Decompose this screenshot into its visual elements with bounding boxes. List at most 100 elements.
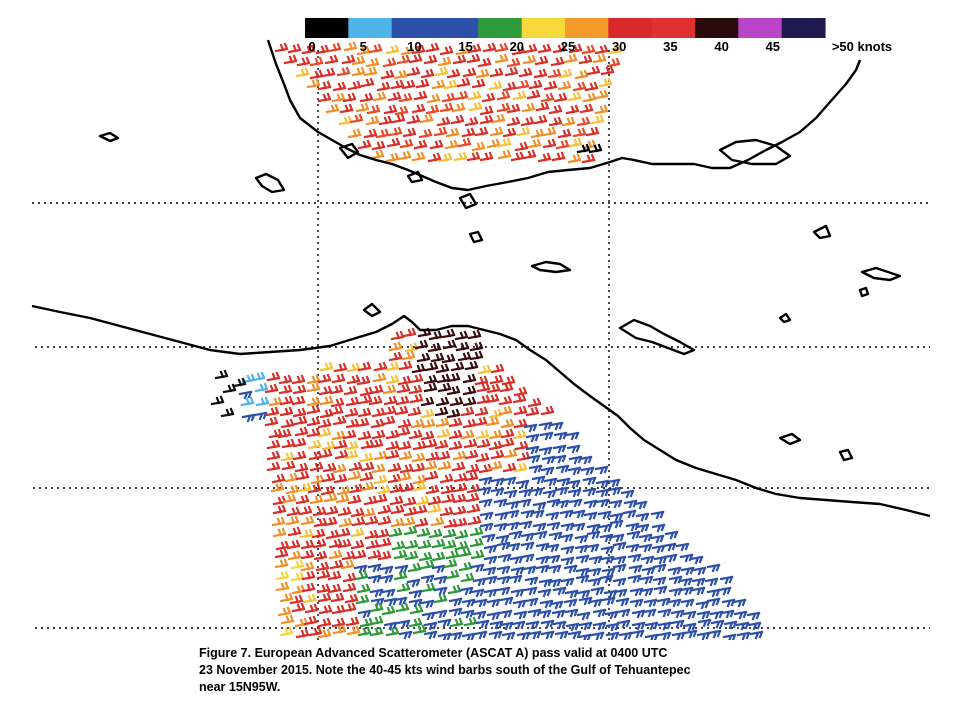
wind-barb bbox=[445, 549, 460, 560]
wind-barb bbox=[706, 588, 721, 598]
wind-barb bbox=[406, 114, 421, 125]
wind-barb bbox=[388, 351, 403, 362]
wind-barb bbox=[317, 617, 332, 628]
wind-barb bbox=[664, 530, 679, 540]
wind-barb bbox=[493, 522, 508, 532]
wind-barb bbox=[366, 104, 381, 115]
wind-barb bbox=[441, 92, 456, 103]
wind-barb bbox=[525, 445, 540, 455]
wind-barb bbox=[310, 474, 325, 485]
wind-barb bbox=[582, 476, 597, 486]
wind-barb bbox=[360, 77, 375, 88]
wind-barb bbox=[578, 621, 593, 631]
wind-barb bbox=[565, 622, 580, 632]
wind-barb bbox=[642, 608, 657, 618]
wind-barb bbox=[580, 466, 595, 476]
wind-barb bbox=[363, 66, 378, 77]
wind-barb bbox=[412, 474, 427, 485]
wind-barb bbox=[272, 504, 287, 515]
wind-barb bbox=[448, 417, 463, 428]
wind-barb bbox=[577, 633, 592, 640]
wind-barb bbox=[657, 621, 672, 631]
wind-barb bbox=[437, 618, 452, 628]
wind-barb bbox=[460, 572, 475, 583]
wind-barb bbox=[336, 66, 351, 77]
wind-barb bbox=[608, 499, 623, 509]
wind-barb bbox=[417, 539, 432, 550]
wind-barb bbox=[472, 577, 487, 587]
wind-barb bbox=[357, 609, 372, 619]
wind-barb bbox=[546, 554, 561, 564]
wind-barb bbox=[587, 567, 602, 577]
wind-barb bbox=[381, 415, 396, 426]
wind-barb bbox=[538, 421, 553, 431]
wind-barb bbox=[481, 533, 496, 543]
wind-barb bbox=[433, 609, 448, 619]
wind-barb bbox=[388, 527, 403, 538]
wind-barb bbox=[518, 488, 533, 498]
wind-barb bbox=[567, 91, 582, 102]
wind-barb bbox=[428, 528, 443, 539]
wind-barb bbox=[498, 395, 513, 406]
wind-barb bbox=[456, 77, 471, 88]
wind-barb bbox=[477, 57, 492, 68]
wind-barb bbox=[547, 564, 562, 574]
wind-barb bbox=[434, 66, 449, 77]
wind-barb bbox=[606, 57, 621, 68]
wind-barb bbox=[485, 393, 500, 404]
wind-barb bbox=[510, 588, 525, 598]
wind-barb bbox=[377, 504, 392, 515]
wind-barb bbox=[368, 43, 383, 54]
wind-barb bbox=[477, 364, 492, 375]
island-4 bbox=[406, 170, 424, 184]
wind-barb bbox=[354, 570, 369, 581]
wind-barb bbox=[600, 65, 615, 76]
wind-barb bbox=[609, 519, 624, 529]
wind-barb bbox=[691, 577, 706, 587]
wind-barb bbox=[575, 574, 590, 584]
wind-barb bbox=[543, 80, 558, 91]
wind-barb bbox=[411, 452, 426, 463]
wind-barb bbox=[436, 428, 451, 439]
wind-barb bbox=[294, 426, 309, 437]
wind-barb bbox=[377, 515, 392, 526]
wind-barb bbox=[306, 404, 321, 415]
wind-barb bbox=[465, 492, 480, 503]
wind-barb bbox=[548, 116, 563, 127]
wind-barb bbox=[423, 382, 438, 393]
wind-barb bbox=[474, 375, 489, 386]
wind-barb bbox=[493, 498, 508, 508]
wind-barb bbox=[490, 477, 505, 487]
wind-barb bbox=[467, 43, 482, 54]
wind-barb bbox=[429, 139, 444, 150]
wind-barb bbox=[560, 522, 575, 532]
wind-barb bbox=[332, 415, 347, 426]
wind-barb bbox=[683, 629, 698, 639]
wind-barb bbox=[321, 440, 336, 451]
wind-barb bbox=[581, 153, 596, 164]
wind-barb bbox=[512, 90, 527, 101]
wind-barb bbox=[341, 54, 356, 65]
wind-barb bbox=[423, 460, 438, 471]
wind-barb bbox=[522, 149, 537, 160]
wind-barb bbox=[652, 576, 667, 586]
wind-barb bbox=[466, 483, 481, 494]
wind-barb bbox=[488, 440, 503, 451]
wind-barb bbox=[290, 571, 305, 582]
wind-barb bbox=[503, 489, 518, 499]
wind-barb bbox=[355, 417, 370, 428]
wind-barb bbox=[629, 598, 644, 608]
wind-barb bbox=[499, 596, 514, 606]
wind-barb bbox=[592, 608, 607, 618]
wind-barb bbox=[371, 429, 386, 440]
wind-barb bbox=[486, 611, 501, 621]
wind-barb bbox=[445, 127, 460, 138]
wind-barb bbox=[485, 416, 500, 427]
wind-barb bbox=[331, 92, 346, 103]
wind-barb bbox=[733, 610, 748, 620]
wind-barb bbox=[508, 530, 523, 540]
wind-barb bbox=[590, 631, 605, 640]
wind-barb bbox=[385, 374, 400, 385]
wind-barb bbox=[327, 583, 342, 594]
wind-barb bbox=[396, 582, 411, 593]
